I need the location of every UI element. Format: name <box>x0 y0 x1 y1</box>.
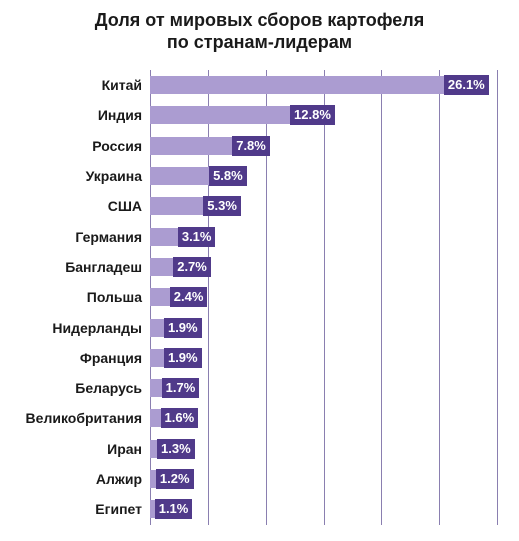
bar-row: Россия7.8% <box>150 134 497 158</box>
bar-row: Китай26.1% <box>150 73 497 97</box>
chart-title: Доля от мировых сборов картофеля по стра… <box>0 10 519 53</box>
plot-area: Китай26.1% Индия12.8% Россия7.8% Украина5.8… <box>150 70 497 525</box>
category-label: Египет <box>4 497 142 521</box>
value-label: 2.4% <box>170 287 208 307</box>
category-label: Польша <box>4 285 142 309</box>
value-label: 1.9% <box>164 348 202 368</box>
bar-row: Нидерланды1.9% <box>150 316 497 340</box>
gridline <box>497 70 498 525</box>
value-label: 1.6% <box>161 408 199 428</box>
category-label: Франция <box>4 346 142 370</box>
bar-row: Алжир1.2% <box>150 467 497 491</box>
value-label: 1.7% <box>162 378 200 398</box>
bar-row: Великобритания1.6% <box>150 406 497 430</box>
category-label: Беларусь <box>4 376 142 400</box>
value-label: 1.1% <box>155 499 193 519</box>
bar <box>150 167 217 185</box>
value-label: 2.7% <box>173 257 211 277</box>
category-label: Германия <box>4 225 142 249</box>
value-label: 12.8% <box>290 105 335 125</box>
value-label: 7.8% <box>232 136 270 156</box>
category-label: США <box>4 194 142 218</box>
category-label: Китай <box>4 73 142 97</box>
bar-row: США5.3% <box>150 194 497 218</box>
value-label: 3.1% <box>178 227 216 247</box>
category-label: Алжир <box>4 467 142 491</box>
bar-row: Беларусь1.7% <box>150 376 497 400</box>
bar <box>150 106 298 124</box>
bar-row: Бангладеш2.7% <box>150 255 497 279</box>
category-label: Индия <box>4 103 142 127</box>
value-label: 1.9% <box>164 318 202 338</box>
category-label: Иран <box>4 437 142 461</box>
bar-row: Германия3.1% <box>150 225 497 249</box>
bar-row: Индия12.8% <box>150 103 497 127</box>
value-label: 26.1% <box>444 75 489 95</box>
category-label: Россия <box>4 134 142 158</box>
bar-row: Украина5.8% <box>150 164 497 188</box>
category-label: Бангладеш <box>4 255 142 279</box>
potato-share-chart: Доля от мировых сборов картофеля по стра… <box>0 0 519 541</box>
bar <box>150 137 240 155</box>
bar-row: Франция1.9% <box>150 346 497 370</box>
category-label: Нидерланды <box>4 316 142 340</box>
bar-row: Египет1.1% <box>150 497 497 521</box>
value-label: 1.3% <box>157 439 195 459</box>
value-label: 5.8% <box>209 166 247 186</box>
bar-row: Польша2.4% <box>150 285 497 309</box>
value-label: 1.2% <box>156 469 194 489</box>
category-label: Великобритания <box>4 406 142 430</box>
category-label: Украина <box>4 164 142 188</box>
bar-row: Иран1.3% <box>150 437 497 461</box>
bar <box>150 197 211 215</box>
value-label: 5.3% <box>203 196 241 216</box>
bar <box>150 76 452 94</box>
